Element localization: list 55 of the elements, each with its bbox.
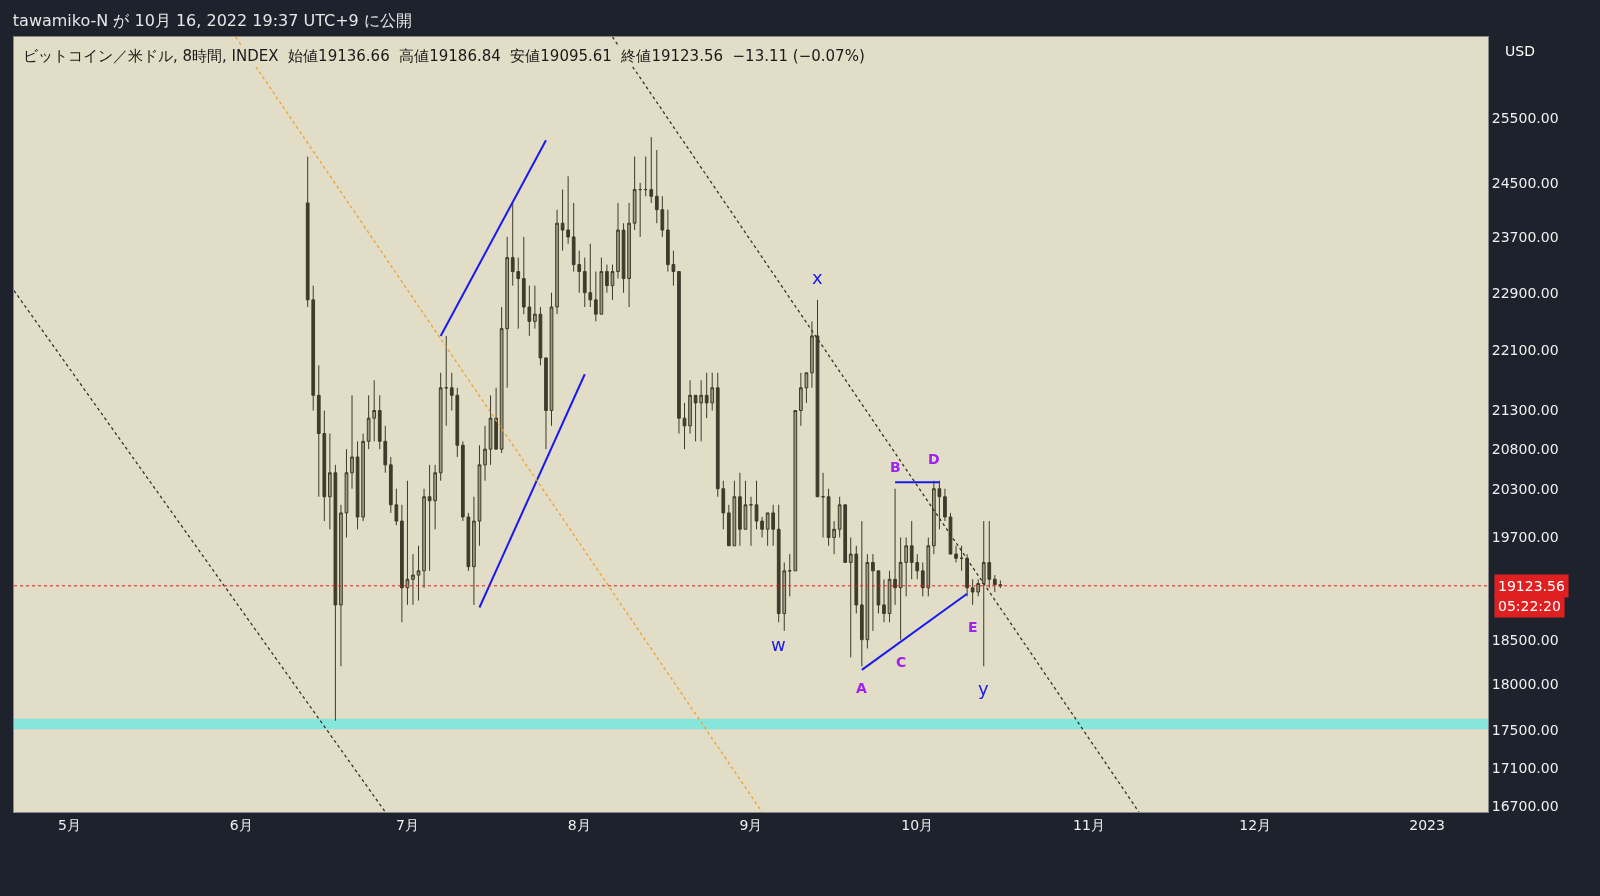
y-tick-label: 16700.00 [1491,798,1559,815]
y-tick-label: 20300.00 [1491,480,1559,497]
candlestick [649,136,654,204]
candlestick [438,372,443,482]
candlestick [616,202,620,280]
x-tick-label: 8月 [567,816,591,833]
annotation: y [978,678,989,699]
candlestick [821,472,825,538]
candlestick [793,410,798,572]
annotation: C [896,654,907,670]
y-tick-label: 18500.00 [1491,631,1559,648]
candlestick [677,271,681,435]
candlestick [544,357,548,450]
x-tick-label: 2023 [1409,816,1445,833]
candlestick [749,496,753,547]
text: 05:22:20 [1498,598,1561,614]
y-tick-label: 17500.00 [1491,721,1559,738]
candlestick [483,425,487,482]
y-tick-label: 25500.00 [1491,109,1559,126]
y-tick-label: 17100.00 [1491,759,1559,776]
ref-line-label: 19123.56 [1498,578,1565,594]
y-tick-label: 23700.00 [1491,228,1559,245]
x-tick-label: 6月 [229,816,253,833]
candlestick [632,156,637,231]
candlestick [444,335,449,427]
candlestick [411,553,415,606]
candlestick [350,394,354,490]
x-tick-label: 7月 [395,816,419,833]
x-tick-label: 10月 [901,816,934,833]
annotation: w [771,634,786,655]
annotation: x [812,267,823,288]
y-axis-title: USD [1505,43,1535,59]
annotation: B [890,459,901,475]
annotation: E [968,619,978,635]
candlestick [643,156,648,197]
y-tick-label: 21300.00 [1491,402,1559,419]
candlestick [787,553,792,597]
y-tick-label: 19700.00 [1491,529,1559,546]
chart-title: tawamiko-N が 10月 16, 2022 19:37 UTC+9 に公開 [12,10,412,30]
y-tick-label: 22900.00 [1491,284,1559,301]
x-tick-label: 12月 [1239,816,1272,833]
x-tick-label: 11月 [1073,816,1105,833]
candlestick [638,182,643,238]
y-tick-label: 22100.00 [1491,342,1559,359]
y-tick-label: 20800.00 [1491,441,1559,458]
annotation: D [928,451,940,467]
candlestick [882,578,886,623]
x-tick-label: 5月 [57,816,81,833]
y-tick-label: 18000.00 [1491,676,1559,693]
candlestick [959,545,964,572]
annotation: A [856,680,867,696]
text: ビットコイン／米ドル, 8時間, INDEX 始値19136.66 高値19186.84 安値19095.61 終値19123.56 −13.11 (−0.07%) [23,47,865,65]
candlestick [965,553,969,597]
x-tick-label: 9月 [739,816,763,833]
y-tick-label: 24500.00 [1491,174,1559,191]
